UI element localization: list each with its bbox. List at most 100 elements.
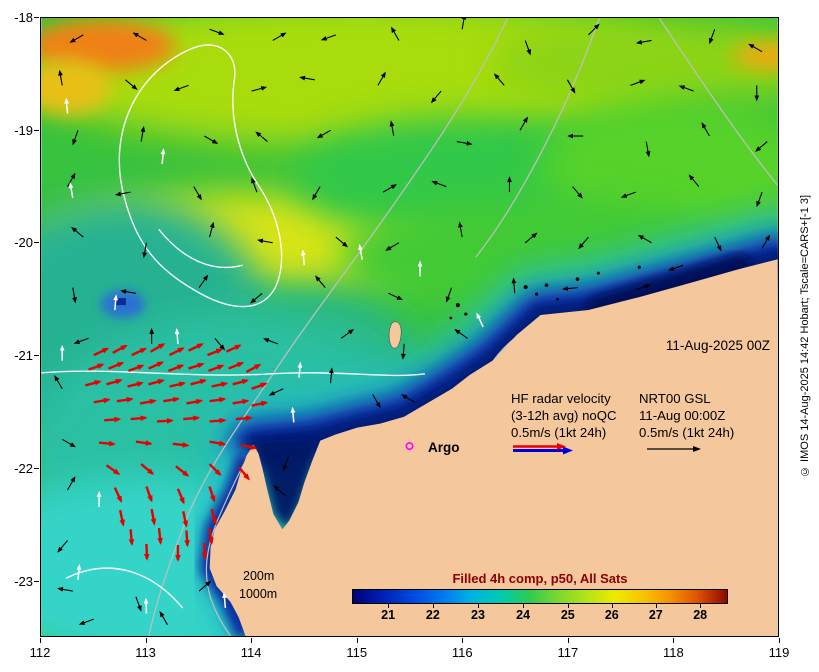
red-velocity-vector bbox=[104, 416, 122, 423]
black-velocity-vector bbox=[709, 29, 716, 45]
red-velocity-vector bbox=[232, 398, 250, 405]
black-velocity-vector bbox=[390, 26, 400, 41]
y-axis-tick bbox=[34, 17, 39, 18]
y-axis-tick bbox=[34, 129, 39, 131]
colorbar bbox=[352, 589, 728, 604]
y-axis-label: -22 bbox=[14, 460, 33, 476]
x-axis-label: 119 bbox=[768, 645, 790, 660]
black-velocity-vector bbox=[114, 191, 131, 197]
white-velocity-vector bbox=[476, 312, 484, 328]
colorbar-tick-label: 21 bbox=[381, 608, 396, 622]
red-velocity-vector bbox=[148, 361, 165, 370]
black-velocity-vector bbox=[645, 141, 651, 158]
x-axis-label: 114 bbox=[240, 645, 262, 660]
velocity-vector-layer bbox=[54, 18, 771, 626]
black-velocity-vector bbox=[430, 90, 442, 104]
black-velocity-vector bbox=[316, 129, 331, 139]
red-velocity-vector bbox=[207, 348, 224, 357]
red-velocity-vector bbox=[251, 400, 269, 407]
white-velocity-vector bbox=[301, 249, 306, 266]
black-velocity-vector bbox=[282, 455, 290, 472]
black-velocity-vector bbox=[620, 191, 636, 198]
black-velocity-vector bbox=[454, 329, 468, 339]
red-velocity-vector bbox=[118, 509, 125, 527]
red-velocity-vector bbox=[105, 464, 121, 475]
red-velocity-vector bbox=[188, 343, 204, 352]
colorbar-tick-label: 23 bbox=[471, 608, 485, 622]
colorbar-title: Filled 4h comp, p50, All Sats bbox=[452, 571, 628, 586]
black-velocity-vector bbox=[272, 32, 287, 41]
x-axis-label: 113 bbox=[135, 645, 156, 660]
black-velocity-vector bbox=[572, 186, 583, 199]
black-velocity-vector bbox=[461, 18, 467, 30]
black-velocity-vector bbox=[385, 242, 400, 251]
black-velocity-vector bbox=[635, 284, 651, 291]
black-velocity-vector bbox=[214, 337, 226, 351]
y-axis-label: -18 bbox=[14, 10, 33, 25]
argo-float-label: Argo bbox=[428, 440, 460, 455]
red-velocity-vector bbox=[209, 396, 227, 403]
colorbar-tick bbox=[523, 603, 525, 608]
red-velocity-vector bbox=[228, 361, 245, 370]
black-velocity-vector bbox=[251, 177, 258, 193]
red-velocity-vector bbox=[128, 364, 145, 372]
red-velocity-vector bbox=[172, 442, 190, 448]
red-velocity-vector bbox=[238, 466, 250, 481]
hf-radar-scale-arrow bbox=[511, 442, 637, 459]
black-velocity-vector bbox=[400, 394, 416, 403]
x-axis-label: 116 bbox=[451, 645, 473, 660]
red-velocity-vector bbox=[93, 397, 111, 404]
black-velocity-vector bbox=[630, 79, 646, 86]
red-velocity-vector bbox=[168, 364, 185, 372]
black-velocity-vector bbox=[578, 236, 589, 250]
x-axis-tick bbox=[356, 638, 358, 643]
x-axis-tick bbox=[567, 638, 569, 643]
red-velocity-vector bbox=[150, 508, 157, 526]
black-velocity-vector bbox=[72, 287, 77, 304]
black-velocity-vector bbox=[135, 596, 142, 612]
red-velocity-vector bbox=[208, 486, 216, 503]
colorbar-tick bbox=[655, 603, 657, 608]
red-velocity-vector bbox=[190, 379, 207, 386]
red-velocity-vector bbox=[99, 440, 116, 447]
black-velocity-vector bbox=[72, 130, 79, 146]
black-velocity-vector bbox=[377, 71, 386, 86]
x-axis-label: 112 bbox=[29, 645, 51, 660]
y-axis-tick bbox=[34, 242, 39, 244]
legend-gsl-title: NRT00 GSL bbox=[639, 391, 711, 406]
y-axis-tick bbox=[34, 580, 39, 582]
black-velocity-vector bbox=[67, 476, 76, 491]
black-velocity-vector bbox=[400, 343, 406, 360]
black-velocity-vector bbox=[125, 79, 138, 91]
black-velocity-vector bbox=[209, 28, 225, 35]
black-velocity-vector bbox=[701, 122, 710, 137]
red-velocity-vector bbox=[112, 344, 128, 354]
x-axis-label: 118 bbox=[663, 645, 684, 660]
y-axis-tick bbox=[34, 355, 39, 357]
red-velocity-vector bbox=[127, 381, 144, 388]
argo-float-marker bbox=[405, 442, 414, 451]
black-velocity-vector bbox=[431, 180, 447, 188]
black-velocity-vector bbox=[173, 84, 189, 92]
red-velocity-vector bbox=[209, 440, 227, 447]
black-velocity-vector bbox=[458, 221, 463, 238]
red-velocity-vector bbox=[85, 380, 102, 387]
exmouth-gulf-water bbox=[253, 440, 321, 531]
contour-label-200m: 200m bbox=[243, 569, 275, 583]
colorbar-tick bbox=[611, 603, 613, 608]
copyright-text: © IMOS 14-Aug-2025 14:42 Hobart; Tscale=… bbox=[799, 194, 811, 478]
black-velocity-vector bbox=[524, 40, 531, 56]
black-velocity-vector bbox=[140, 125, 146, 142]
black-velocity-vector bbox=[382, 184, 397, 193]
red-velocity-vector bbox=[208, 527, 214, 545]
black-velocity-vector bbox=[249, 292, 263, 304]
x-axis-tick bbox=[462, 638, 464, 643]
colorbar-tick bbox=[700, 603, 702, 608]
black-velocity-vector bbox=[257, 238, 273, 244]
white-velocity-vector bbox=[68, 182, 74, 198]
black-velocity-vector bbox=[637, 234, 652, 244]
black-velocity-vector bbox=[209, 221, 215, 238]
sst-map bbox=[41, 18, 778, 636]
red-velocity-vector bbox=[106, 378, 123, 386]
x-axis-tick bbox=[251, 638, 253, 643]
